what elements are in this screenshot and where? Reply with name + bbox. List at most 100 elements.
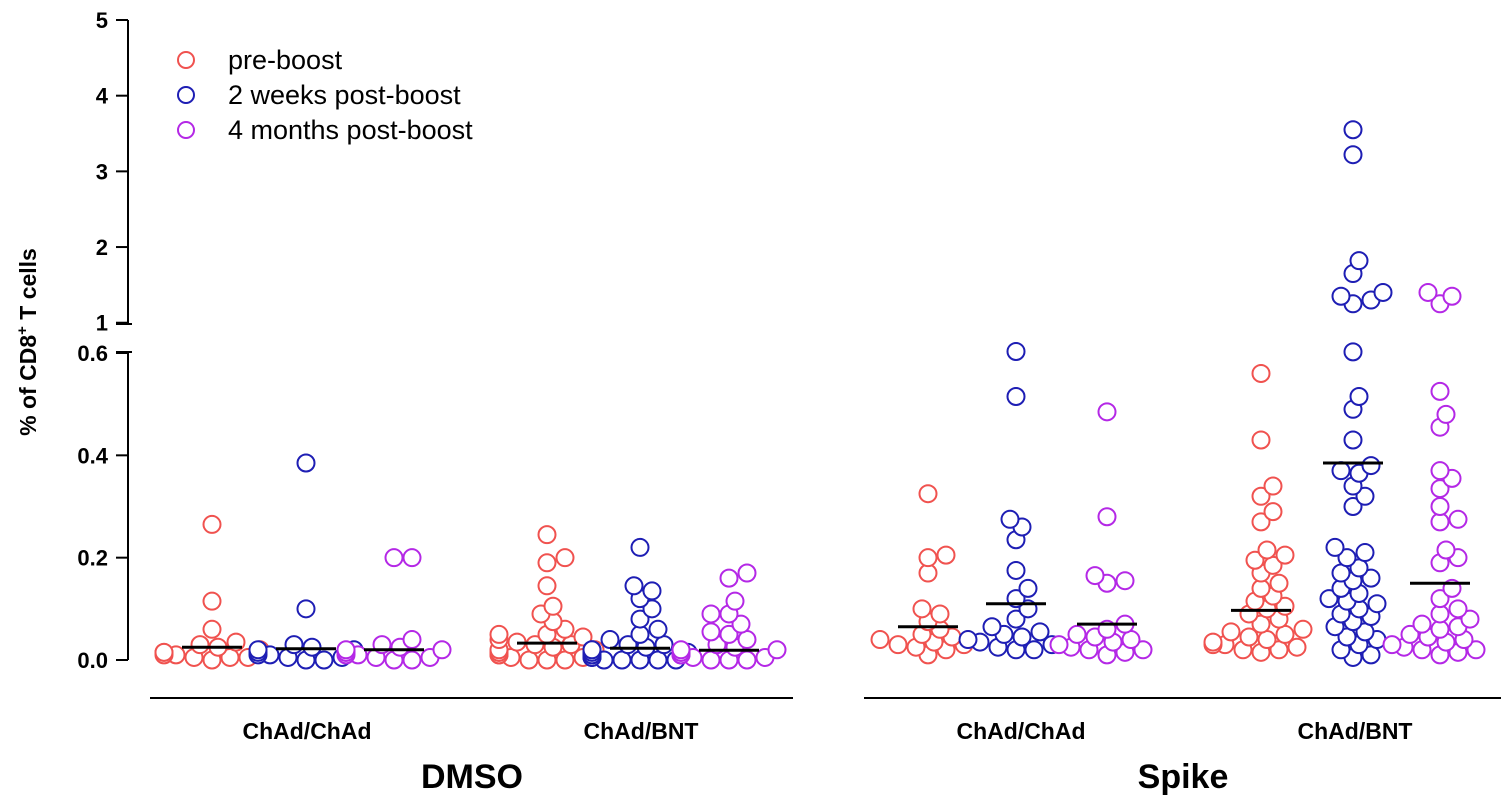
y-axis-label-main: % of CD8 xyxy=(15,335,41,436)
data-point xyxy=(918,548,938,568)
data-point xyxy=(1006,609,1026,629)
data-point xyxy=(1024,640,1044,660)
data-point xyxy=(1343,497,1363,516)
y-tick-label: 0.6 xyxy=(77,341,108,366)
legend-entry: pre-boost xyxy=(177,45,343,75)
data-point xyxy=(432,640,452,660)
data-point xyxy=(737,563,757,583)
data-point xyxy=(624,576,644,596)
data-point xyxy=(1097,402,1117,422)
series-points xyxy=(1382,282,1486,665)
data-point xyxy=(648,619,668,639)
data-point xyxy=(1115,571,1135,591)
data-point xyxy=(1331,286,1351,306)
y-tick-label: 2 xyxy=(96,235,108,260)
y-tick-label: 3 xyxy=(96,159,108,184)
data-point xyxy=(1203,632,1223,652)
y-axis-label: % of CD8+ T cells xyxy=(14,248,41,436)
data-point xyxy=(1460,609,1480,629)
legend-entry: 4 months post-boost xyxy=(177,115,473,145)
data-point xyxy=(284,635,304,655)
data-point xyxy=(1239,627,1259,647)
data-point xyxy=(1430,589,1450,609)
y-tick-label: 0.0 xyxy=(77,648,108,673)
data-point xyxy=(1418,282,1438,302)
data-point xyxy=(701,604,721,624)
series-points xyxy=(1049,402,1153,665)
data-point xyxy=(719,568,739,588)
data-point xyxy=(1257,540,1277,560)
data-point xyxy=(1000,509,1020,529)
data-point xyxy=(767,640,787,660)
data-point xyxy=(1245,550,1265,570)
series-points xyxy=(154,514,270,670)
data-point xyxy=(936,545,956,565)
series-points xyxy=(1319,120,1393,667)
y-axis: 0.0 0.2 0.4 0.6 1 2 3 4 5 xyxy=(77,8,132,673)
data-point xyxy=(190,635,210,655)
data-point xyxy=(1012,627,1032,647)
series-points xyxy=(336,548,452,670)
data-point xyxy=(1430,461,1450,481)
data-point xyxy=(1067,624,1087,644)
data-point xyxy=(1355,486,1375,506)
legend-marker-pre-boost xyxy=(177,51,195,69)
data-point xyxy=(1373,282,1393,302)
data-point xyxy=(582,640,602,660)
data-point xyxy=(1349,386,1369,406)
data-point xyxy=(1085,566,1105,586)
data-point xyxy=(1331,461,1351,481)
data-point xyxy=(248,640,268,660)
data-point xyxy=(314,650,334,670)
data-point xyxy=(1097,507,1117,527)
data-point xyxy=(1275,545,1295,565)
data-point xyxy=(1436,540,1456,560)
data-point xyxy=(1251,486,1271,506)
data-point xyxy=(489,624,509,644)
data-point xyxy=(671,640,691,660)
data-point xyxy=(1382,635,1402,655)
data-point xyxy=(930,604,950,624)
data-point xyxy=(1251,512,1271,532)
data-point xyxy=(1349,251,1369,271)
data-point xyxy=(1400,624,1420,644)
data-point xyxy=(1325,537,1345,557)
legend-marker-2-weeks xyxy=(177,86,195,104)
data-point xyxy=(918,484,938,504)
data-point xyxy=(573,627,593,647)
y-axis-label-suffix: T cells xyxy=(15,248,41,326)
series-points xyxy=(671,563,787,670)
data-point xyxy=(202,591,222,611)
data-point xyxy=(1133,640,1153,660)
data-point xyxy=(1361,456,1381,476)
data-point xyxy=(630,609,650,629)
data-point xyxy=(1263,502,1283,522)
data-point xyxy=(701,622,721,642)
data-point xyxy=(555,548,575,568)
legend-label-2-weeks: 2 weeks post-boost xyxy=(228,80,461,110)
legend-label-4-months: 4 months post-boost xyxy=(228,115,473,145)
data-point xyxy=(154,642,174,662)
series-points xyxy=(248,453,364,670)
data-point xyxy=(982,617,1002,637)
data-point xyxy=(1251,430,1271,450)
data-point xyxy=(1343,145,1363,165)
data-point xyxy=(870,630,890,650)
panel-label-dmso: DMSO xyxy=(421,758,523,796)
data-point xyxy=(1430,381,1450,401)
data-point xyxy=(1018,578,1038,598)
y-tick-label: 5 xyxy=(96,8,108,33)
data-marks xyxy=(154,120,1486,670)
data-point xyxy=(1030,622,1050,642)
legend-entry: 2 weeks post-boost xyxy=(177,80,461,110)
data-point xyxy=(402,630,422,650)
data-point xyxy=(1343,430,1363,450)
data-point xyxy=(1343,120,1363,140)
y-tick-label: 1 xyxy=(96,311,108,336)
data-point xyxy=(1049,635,1069,655)
data-point xyxy=(1319,589,1339,609)
data-point xyxy=(1293,619,1313,639)
data-point xyxy=(1269,573,1289,593)
series-points xyxy=(870,484,974,665)
